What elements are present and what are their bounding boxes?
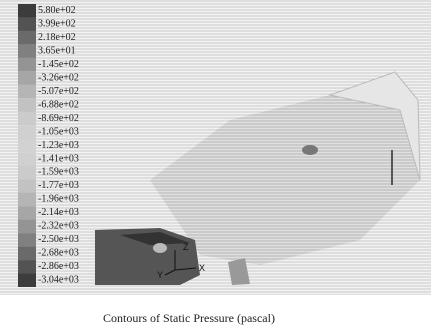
y-axis-label: Y (157, 270, 163, 280)
legend-label: -2.32e+03 (38, 221, 79, 232)
legend-label: -1.45e+02 (38, 59, 79, 70)
legend-label: -1.05e+03 (38, 126, 79, 137)
z-axis-label: Z (183, 242, 189, 252)
legend-swatch (18, 125, 36, 138)
legend-label: 2.18e+02 (38, 32, 76, 43)
legend-label: 5.80e+02 (38, 5, 76, 16)
vehicle-window (153, 243, 167, 253)
legend-label: -1.96e+03 (38, 194, 79, 205)
legend-swatch (18, 193, 36, 206)
legend-label: -2.14e+03 (38, 207, 79, 218)
legend-swatch (18, 17, 36, 30)
probe (302, 145, 318, 155)
legend-swatch (18, 166, 36, 179)
legend-label: -2.68e+03 (38, 248, 79, 259)
legend-label: -1.77e+03 (38, 180, 79, 191)
legend-label: -3.26e+02 (38, 72, 79, 83)
legend-swatch (18, 247, 36, 260)
legend-swatch (18, 220, 36, 233)
legend-swatch (18, 206, 36, 219)
legend-swatch (18, 58, 36, 71)
legend-swatch (18, 179, 36, 192)
legend-swatch (18, 31, 36, 44)
legend-label: -6.88e+02 (38, 99, 79, 110)
legend-label: -1.59e+03 (38, 167, 79, 178)
legend-swatch (18, 112, 36, 125)
legend-swatch (18, 98, 36, 111)
legend-swatch (18, 4, 36, 17)
legend-label: 3.65e+01 (38, 45, 76, 56)
legend-swatch (18, 233, 36, 246)
legend-label: -5.07e+02 (38, 86, 79, 97)
legend-swatch (18, 274, 36, 287)
screenshot: Z Y X 5.80e+02 3.99e+02 2.18e+02 3.65e+01 -1… (0, 0, 431, 329)
legend-label: -1.41e+03 (38, 153, 79, 164)
legend-label: -2.50e+03 (38, 234, 79, 245)
legend-label: -1.23e+03 (38, 140, 79, 151)
legend-swatch (18, 152, 36, 165)
legend-label: -2.86e+03 (38, 261, 79, 272)
legend-label: -3.04e+03 (38, 275, 79, 286)
x-axis-label: X (199, 263, 205, 273)
legend-swatch (18, 71, 36, 84)
legend-swatch (18, 44, 36, 57)
legend-label: 3.99e+02 (38, 19, 76, 30)
color-legend: 5.80e+02 3.99e+02 2.18e+02 3.65e+01 -1.45e+0… (18, 4, 79, 287)
legend-label: -8.69e+02 (38, 113, 79, 124)
legend-swatch (18, 139, 36, 152)
caption: Contours of Static Pressure (pascal) (103, 311, 275, 325)
legend-swatch (18, 85, 36, 98)
legend-swatch (18, 260, 36, 273)
